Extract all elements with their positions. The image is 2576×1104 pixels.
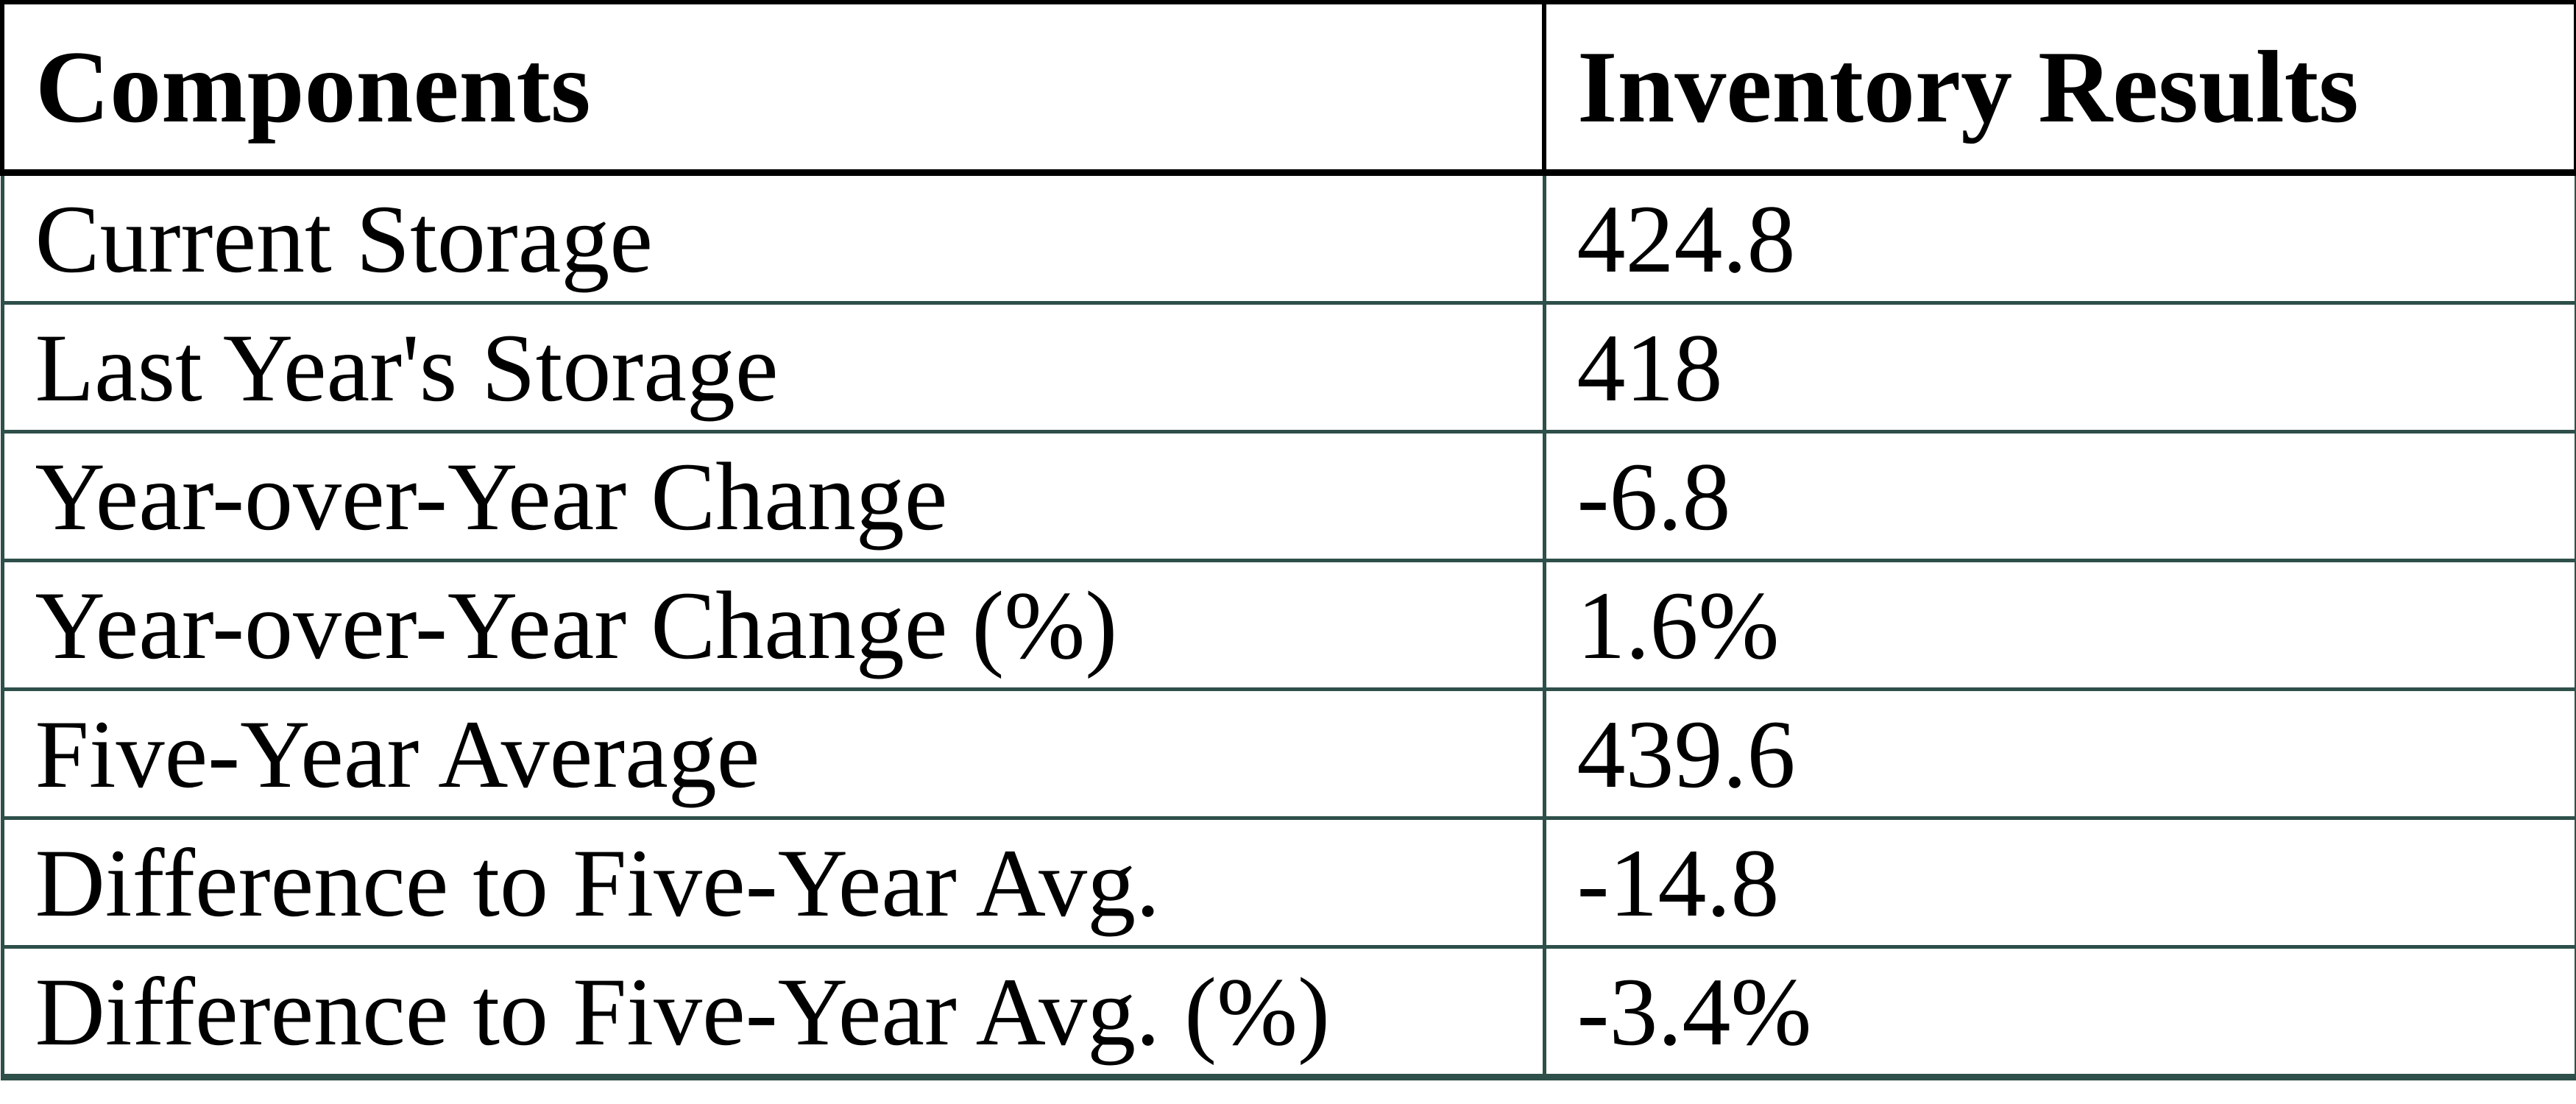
table-row-last-year-storage: Last Year's Storage 418 bbox=[0, 301, 2576, 434]
component-label: Year-over-Year Change bbox=[0, 430, 1546, 562]
inventory-results-table: Components Inventory Results Current Sto… bbox=[0, 0, 2576, 1080]
column-header-components: Components bbox=[0, 0, 1546, 176]
inventory-value: 1.6% bbox=[1542, 559, 2576, 691]
header-row: Components Inventory Results bbox=[0, 0, 2576, 176]
inventory-value: -3.4% bbox=[1542, 945, 2576, 1080]
table-row-diff-five-year-avg-pct: Difference to Five-Year Avg. (%) -3.4% bbox=[0, 945, 2576, 1080]
inventory-value: 418 bbox=[1542, 301, 2576, 434]
component-label: Current Storage bbox=[0, 171, 1546, 305]
table-row-yoy-change-pct: Year-over-Year Change (%) 1.6% bbox=[0, 559, 2576, 691]
table-row-diff-five-year-avg: Difference to Five-Year Avg. -14.8 bbox=[0, 816, 2576, 949]
component-label: Difference to Five-Year Avg. bbox=[0, 816, 1546, 949]
component-label: Difference to Five-Year Avg. (%) bbox=[0, 945, 1546, 1080]
column-header-inventory-results: Inventory Results bbox=[1542, 0, 2576, 176]
table-row-current-storage: Current Storage 424.8 bbox=[0, 171, 2576, 305]
inventory-value: -14.8 bbox=[1542, 816, 2576, 949]
inventory-value: 424.8 bbox=[1542, 171, 2576, 305]
inventory-table-container: Components Inventory Results Current Sto… bbox=[0, 0, 2576, 1080]
table-row-five-year-average: Five-Year Average 439.6 bbox=[0, 687, 2576, 820]
component-label: Last Year's Storage bbox=[0, 301, 1546, 434]
component-label: Year-over-Year Change (%) bbox=[0, 559, 1546, 691]
component-label: Five-Year Average bbox=[0, 687, 1546, 820]
table-row-yoy-change: Year-over-Year Change -6.8 bbox=[0, 430, 2576, 562]
inventory-value: -6.8 bbox=[1542, 430, 2576, 562]
inventory-value: 439.6 bbox=[1542, 687, 2576, 820]
